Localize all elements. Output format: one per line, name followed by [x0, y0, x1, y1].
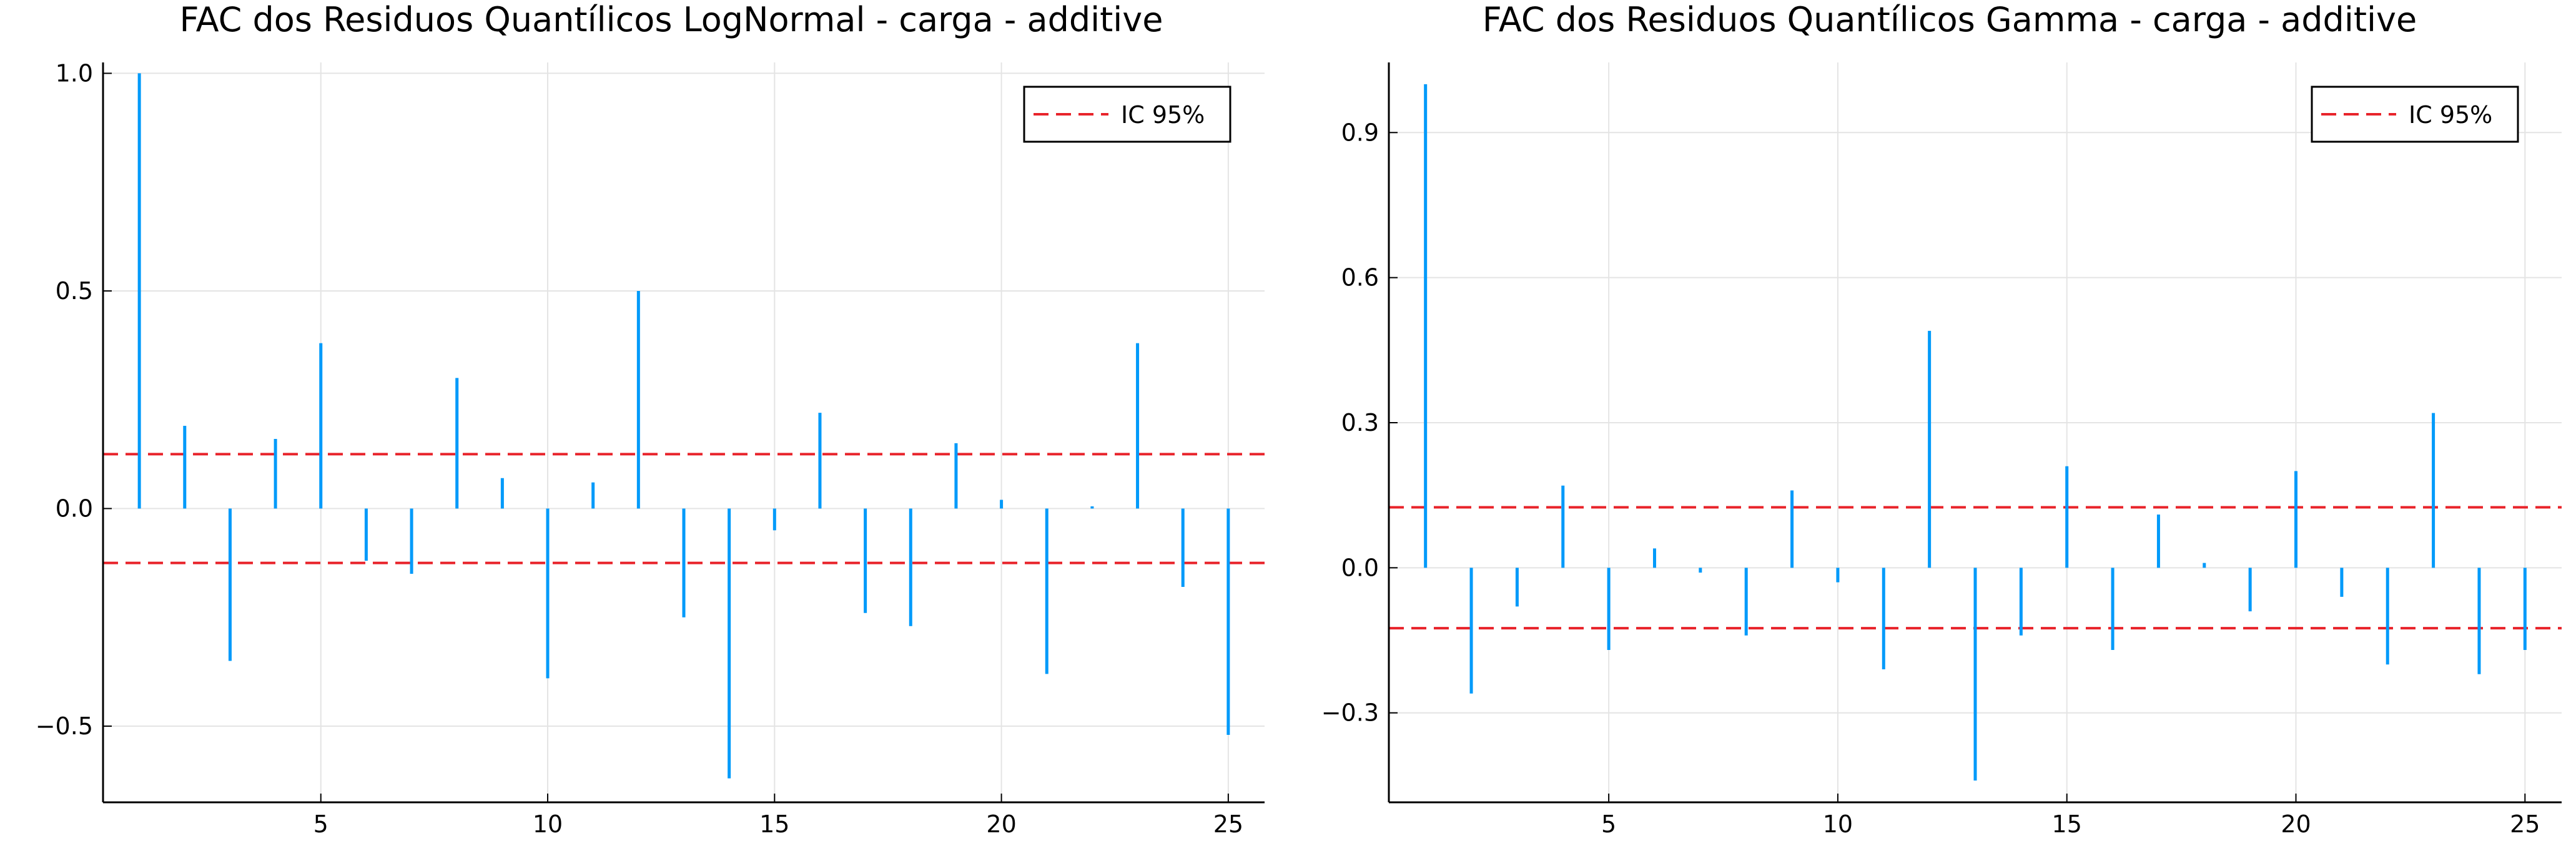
chart-title: FAC dos Residuos Quantílicos Gamma - car…	[1483, 0, 2417, 39]
legend-label: IC 95%	[1121, 101, 1205, 129]
chart-title: FAC dos Residuos Quantílicos LogNormal -…	[180, 0, 1163, 39]
y-tick-label: 0.0	[1341, 554, 1379, 581]
acf-chart-lognormal: FAC dos Residuos Quantílicos LogNormal -…	[36, 0, 1265, 838]
y-tick-label: 1.0	[56, 59, 93, 87]
y-tick-label: −0.3	[1321, 699, 1379, 727]
y-tick-label: 0.5	[56, 277, 93, 305]
x-tick-label: 10	[1823, 810, 1853, 838]
x-tick-label: 10	[533, 810, 563, 838]
x-tick-label: 20	[2281, 810, 2311, 838]
y-tick-label: 0.9	[1341, 119, 1379, 146]
legend-label: IC 95%	[2409, 101, 2492, 129]
x-tick-label: 5	[313, 810, 328, 838]
acf-panel-lognormal: FAC dos Residuos Quantílicos LogNormal -…	[0, 0, 1288, 859]
chart-legend: IC 95%	[2311, 86, 2519, 143]
x-tick-label: 5	[1601, 810, 1616, 838]
chart-legend: IC 95%	[1023, 86, 1231, 143]
x-tick-label: 25	[1213, 810, 1243, 838]
y-tick-label: 0.3	[1341, 409, 1379, 436]
x-tick-label: 25	[2510, 810, 2540, 838]
y-tick-label: 0.6	[1341, 264, 1379, 292]
x-tick-label: 20	[986, 810, 1016, 838]
acf-panel-gamma: FAC dos Residuos Quantílicos Gamma - car…	[1288, 0, 2576, 859]
y-tick-label: −0.5	[36, 712, 93, 740]
x-tick-label: 15	[759, 810, 789, 838]
x-tick-label: 15	[2052, 810, 2082, 838]
acf-chart-gamma: FAC dos Residuos Quantílicos Gamma - car…	[1321, 0, 2562, 838]
y-tick-label: 0.0	[56, 494, 93, 522]
